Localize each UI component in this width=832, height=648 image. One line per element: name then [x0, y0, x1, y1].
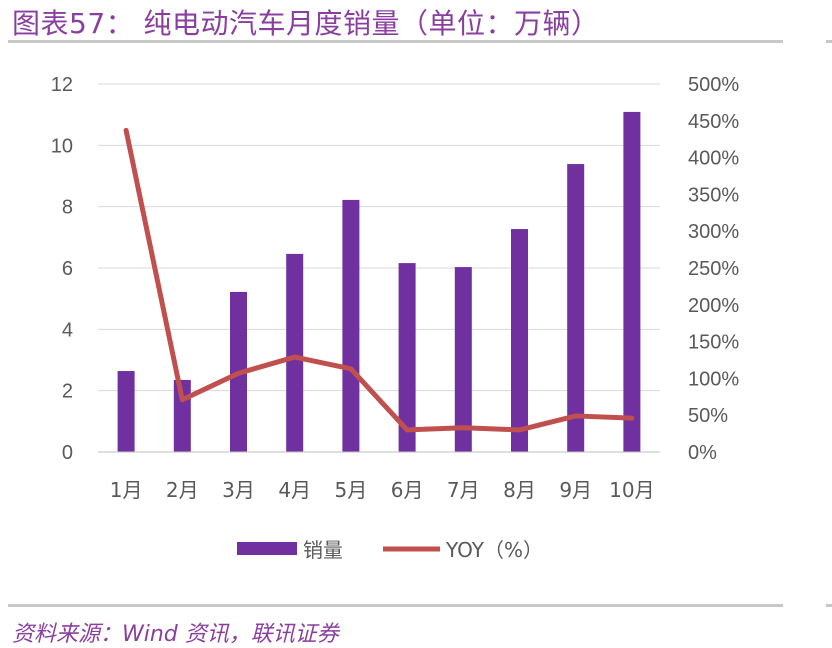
- yoy-line: [123, 127, 635, 433]
- chart: 0 2 4 6 8 10 12 0% 50% 100% 150% 200% 250% 300% 350% 40…: [51, 74, 740, 562]
- title-divider-partial: [826, 40, 832, 43]
- bar: [511, 229, 528, 452]
- category-label: 1月: [110, 478, 143, 502]
- legend-bar-label: 销量: [303, 538, 343, 562]
- category-label: 3月: [222, 478, 255, 502]
- right-axis-tick: 350%: [688, 184, 739, 206]
- right-axis-tick: 500%: [688, 74, 739, 96]
- right-axis-tick: 200%: [688, 295, 739, 317]
- category-label: 8月: [503, 478, 536, 502]
- chart-title: 图表57： 纯电动汽车月度销量（单位：万辆）: [12, 7, 600, 40]
- left-axis-tick: 8: [62, 197, 73, 219]
- right-axis-tick: 250%: [688, 258, 739, 280]
- right-axis-tick: 400%: [688, 148, 739, 170]
- right-axis-tick: 100%: [688, 368, 739, 390]
- category-label: 10月: [609, 478, 654, 502]
- bar: [286, 253, 304, 452]
- category-label: 6月: [391, 478, 424, 502]
- category-label: 7月: [447, 478, 480, 502]
- right-axis-tick: 150%: [688, 332, 739, 354]
- bar: [342, 199, 360, 452]
- title-divider: [8, 40, 783, 43]
- left-axis-tick: 4: [62, 319, 73, 341]
- right-axis-tick: 0%: [688, 442, 717, 464]
- left-axis-tick: 6: [62, 258, 73, 280]
- category-label: 2月: [166, 478, 199, 502]
- category-label: 4月: [278, 478, 311, 502]
- bar: [454, 267, 472, 452]
- left-axis-tick: 10: [51, 135, 73, 157]
- left-axis-tick: 2: [62, 381, 73, 403]
- right-axis-tick: 300%: [688, 221, 739, 243]
- category-label: 5月: [335, 478, 368, 502]
- left-axis-tick: 12: [51, 74, 73, 96]
- footer-divider-partial: [826, 604, 832, 607]
- legend-bar-swatch: [237, 542, 297, 555]
- bar: [623, 111, 641, 452]
- source-note: 资料来源：Wind 资讯，联讯证券: [12, 622, 339, 647]
- bar: [117, 371, 135, 452]
- left-axis-tick: 0: [62, 442, 73, 464]
- right-axis-tick: 50%: [688, 405, 728, 427]
- footer-divider: [8, 604, 783, 607]
- legend-line-label: YOY（%）: [445, 538, 543, 562]
- bar: [398, 263, 416, 452]
- bar: [567, 164, 585, 453]
- category-label: 9月: [559, 478, 592, 502]
- right-axis-tick: 450%: [688, 111, 739, 133]
